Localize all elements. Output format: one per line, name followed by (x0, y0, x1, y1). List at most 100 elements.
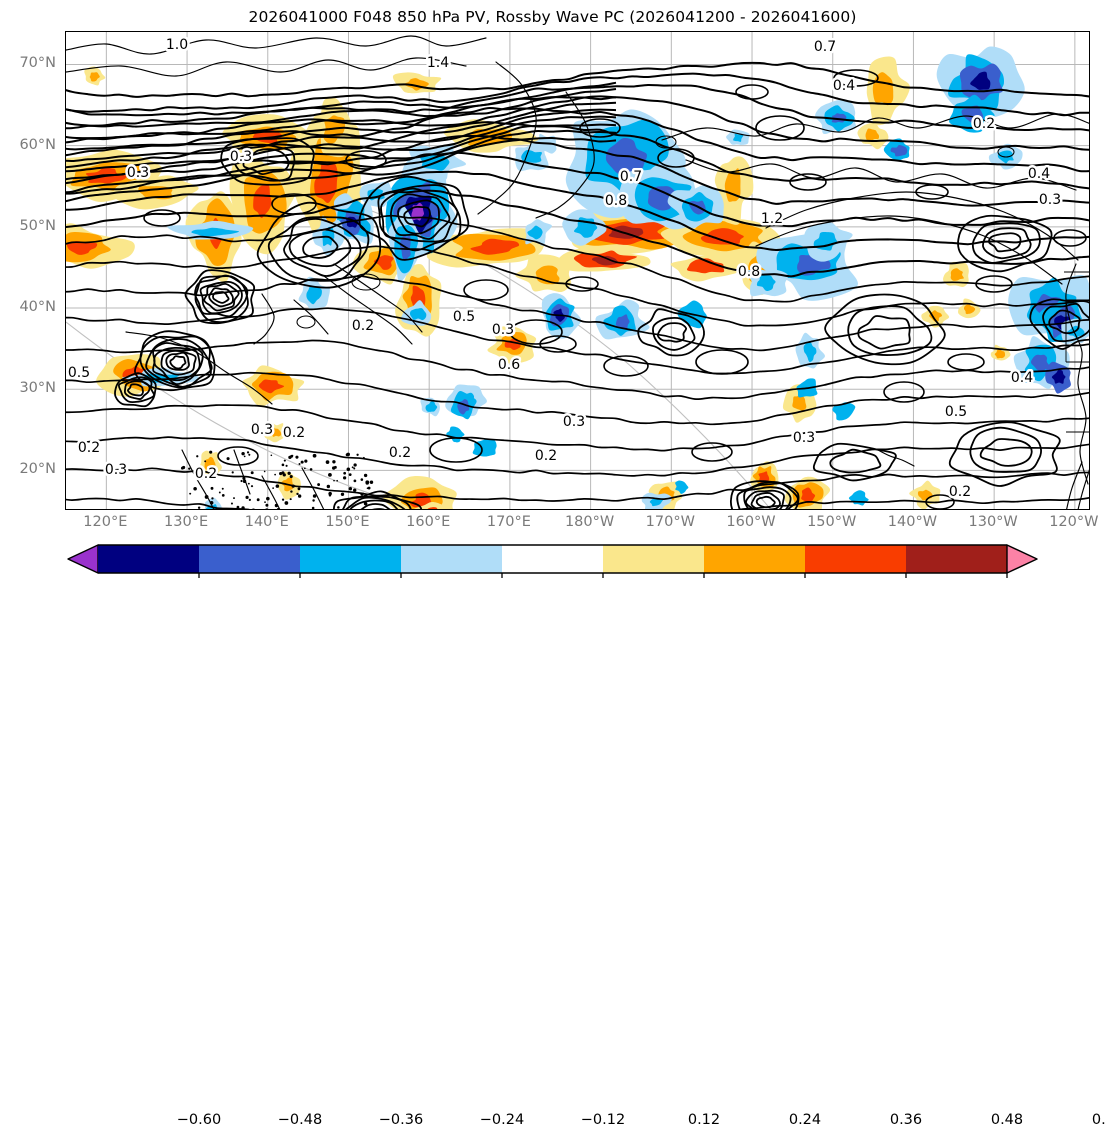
contour-label: 0.3 (105, 462, 127, 478)
contour-label-halo: 0.8 (738, 264, 760, 280)
lon-tick-10: 140°W (887, 514, 938, 530)
contour-label: 0.3 (230, 149, 252, 165)
colorbar-tick-5: 0.12 (687, 1112, 721, 1128)
colorbar-tick-1: −0.48 (277, 1112, 323, 1128)
contour-label: 0.3 (251, 422, 273, 438)
contour-label: 1.4 (427, 55, 449, 71)
page-title: 2026041000 F048 850 hPa PV, Rossby Wave … (248, 8, 857, 26)
contour-label-halo: 0.2 (389, 445, 411, 461)
coastlines (66, 35, 1089, 509)
contour-label: 0.3 (127, 165, 149, 181)
chart-root: 2026041000 F048 850 hPa PV, Rossby Wave … (0, 8, 1105, 1128)
contour-label: 0.2 (949, 484, 971, 500)
contour-label: 0.3 (1039, 192, 1061, 208)
contour-label: 0.5 (453, 309, 475, 325)
contour-label: 0.3 (563, 414, 585, 430)
lat-tick-20: 20°N (19, 461, 56, 478)
contour-label-halo: 0.8 (605, 193, 627, 209)
colorbar-band-8 (805, 545, 907, 573)
colorbar-band-5 (502, 545, 604, 573)
contour-label: 1.2 (761, 211, 783, 227)
contour-label-halo: 0.3 (105, 462, 127, 478)
colorbar-tick-9: 0.60 (1091, 1112, 1105, 1128)
colorbar-band-2 (199, 545, 301, 573)
map-canvas: 1.01.01.41.40.70.70.40.40.30.30.30.30.70… (66, 32, 1089, 509)
contour-label: 0.4 (1028, 166, 1050, 182)
colorbar-extend-min (67, 544, 99, 574)
colorbar-tick-7: 0.36 (889, 1112, 923, 1128)
colorbar-tick-2: −0.36 (378, 1112, 424, 1128)
contour-label: 0.7 (814, 39, 836, 55)
lon-tick-5: 170°E (486, 514, 531, 530)
contour-label-halo: 0.5 (453, 309, 475, 325)
colorbar-band-1 (98, 545, 200, 573)
lat-tick-70: 70°N (19, 55, 56, 72)
contour-label: 0.2 (389, 445, 411, 461)
lat-tick-50: 50°N (19, 217, 56, 234)
lon-tick-3: 150°E (325, 514, 370, 530)
contour-label-halo: 0.2 (78, 440, 100, 456)
contour-label-halo: 0.4 (1028, 166, 1050, 182)
lon-tick-8: 160°W (726, 514, 776, 530)
lon-tick-0: 120°E (83, 514, 128, 530)
contour-label: 0.2 (283, 425, 305, 441)
contour-label: 0.8 (738, 264, 760, 280)
contour-labels: 1.01.01.41.40.70.70.40.40.30.30.30.30.70… (66, 35, 1064, 503)
colorbar-tick-0: −0.60 (176, 1112, 222, 1128)
lon-tick-12: 120°W (1049, 514, 1099, 530)
lon-tick-11: 130°W (968, 514, 1018, 530)
contour-label-halo: 0.3 (251, 422, 273, 438)
contour-label-halo: 0.6 (498, 357, 520, 373)
contour-label-halo: 0.4 (1011, 370, 1033, 386)
lon-tick-2: 140°E (244, 514, 289, 530)
colorbar-swatches (67, 544, 1038, 578)
lon-tick-7: 170°W (645, 514, 695, 530)
colorbar-tick-4: −0.12 (580, 1112, 626, 1128)
lat-tick-60: 60°N (19, 136, 56, 153)
contour-label-halo: 0.2 (352, 318, 374, 334)
contour-label: 0.3 (793, 430, 815, 446)
colorbar: −0.60 −0.48 −0.36 −0.24 −0.12 0.12 0.24 0.36 0.4… (0, 540, 1105, 1128)
contour-label-halo: 0.3 (230, 149, 252, 165)
lat-tick-30: 30°N (19, 380, 56, 397)
contour-label: 0.8 (605, 193, 627, 209)
colorbar-band-4 (401, 545, 503, 573)
lon-tick-6: 180°W (564, 514, 615, 530)
contour-label: 0.7 (620, 169, 642, 185)
contour-label-halo: 0.2 (949, 484, 971, 500)
contour-label-halo: 1.4 (427, 55, 449, 71)
contour-label-halo: 0.2 (973, 116, 995, 132)
contour-label: 0.2 (352, 318, 374, 334)
contour-label-halo: 1.2 (761, 211, 783, 227)
contour-label-halo: 0.3 (127, 165, 149, 181)
contour-label-halo: 0.4 (833, 78, 855, 94)
contour-label-halo: 1.0 (166, 37, 188, 53)
contour-label-halo: 0.2 (283, 425, 305, 441)
contour-label: 0.3 (492, 322, 514, 338)
contour-label: 0.5 (945, 404, 967, 420)
pv-contours (66, 61, 1089, 509)
contour-label-halo: 0.3 (563, 414, 585, 430)
lon-tick-4: 160°E (406, 514, 451, 530)
lat-tick-40: 40°N (19, 299, 56, 316)
contour-label-halo: 0.2 (535, 448, 557, 464)
colorbar-tick-8: 0.48 (990, 1112, 1024, 1128)
lon-tick-9: 150°W (807, 514, 857, 530)
contour-label: 0.6 (498, 357, 520, 373)
colorbar-band-7 (704, 545, 806, 573)
contour-label-halo: 0.3 (492, 322, 514, 338)
contour-label: 0.2 (78, 440, 100, 456)
contour-label: 0.4 (1011, 370, 1033, 386)
contour-label: 0.2 (195, 466, 217, 482)
contour-label-halo: 0.7 (620, 169, 642, 185)
contour-label-halo: 0.3 (1039, 192, 1061, 208)
contour-label-halo: 0.5 (68, 365, 90, 381)
contour-label: 0.4 (833, 78, 855, 94)
shaded-anomaly-field (66, 46, 1089, 509)
colorbar-band-6 (603, 545, 705, 573)
contour-label: 1.0 (166, 37, 188, 53)
contour-label: 0.2 (973, 116, 995, 132)
contour-label: 0.5 (68, 365, 90, 381)
contour-label-halo: 0.3 (793, 430, 815, 446)
colorbar-band-9 (906, 545, 1008, 573)
